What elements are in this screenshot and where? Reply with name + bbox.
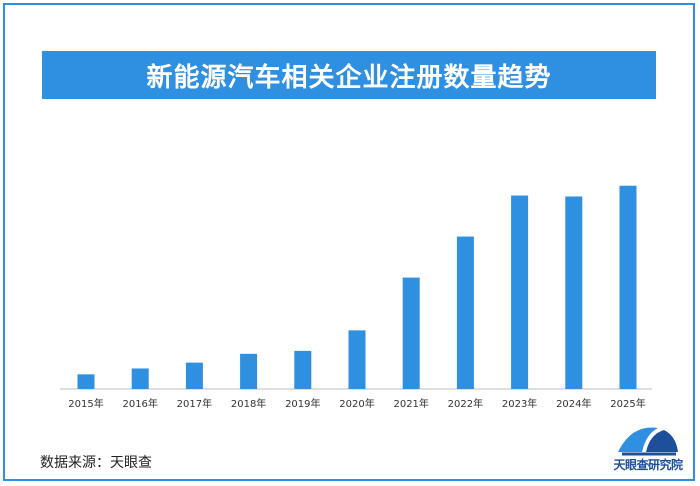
title-banner: 新能源汽车相关企业注册数量趋势 <box>42 51 656 99</box>
x-tick-label: 2025年 <box>610 397 645 410</box>
bar-2023年 <box>511 195 529 389</box>
bar-2017年 <box>185 362 203 389</box>
tianyancha-logo-icon <box>618 427 678 456</box>
bar-2024年 <box>565 196 583 389</box>
x-tick-label: 2022年 <box>448 397 483 410</box>
x-tick-label: 2017年 <box>177 397 212 410</box>
x-tick-label: 2019年 <box>285 397 320 410</box>
x-tick-label: 2020年 <box>339 397 374 410</box>
data-source: 数据来源：天眼查 <box>40 455 152 471</box>
x-tick-label: 2015年 <box>68 397 103 410</box>
bar-2022年 <box>456 236 474 389</box>
x-tick-label: 2024年 <box>556 397 591 410</box>
x-tick-label: 2023年 <box>502 397 537 410</box>
bar-2025年 <box>619 185 637 389</box>
logo-text: 天眼查研究院 <box>613 458 683 472</box>
bar-2021年 <box>402 277 420 389</box>
bar-2019年 <box>294 350 312 389</box>
bar-2020年 <box>348 330 366 389</box>
x-tick-label: 2016年 <box>122 397 157 410</box>
x-tick-label: 2021年 <box>393 397 428 410</box>
bar-2015年 <box>77 374 95 389</box>
chart-title: 新能源汽车相关企业注册数量趋势 <box>146 62 552 93</box>
bar-2016年 <box>131 368 149 389</box>
bar-2018年 <box>240 353 258 389</box>
x-tick-label: 2018年 <box>231 397 266 410</box>
